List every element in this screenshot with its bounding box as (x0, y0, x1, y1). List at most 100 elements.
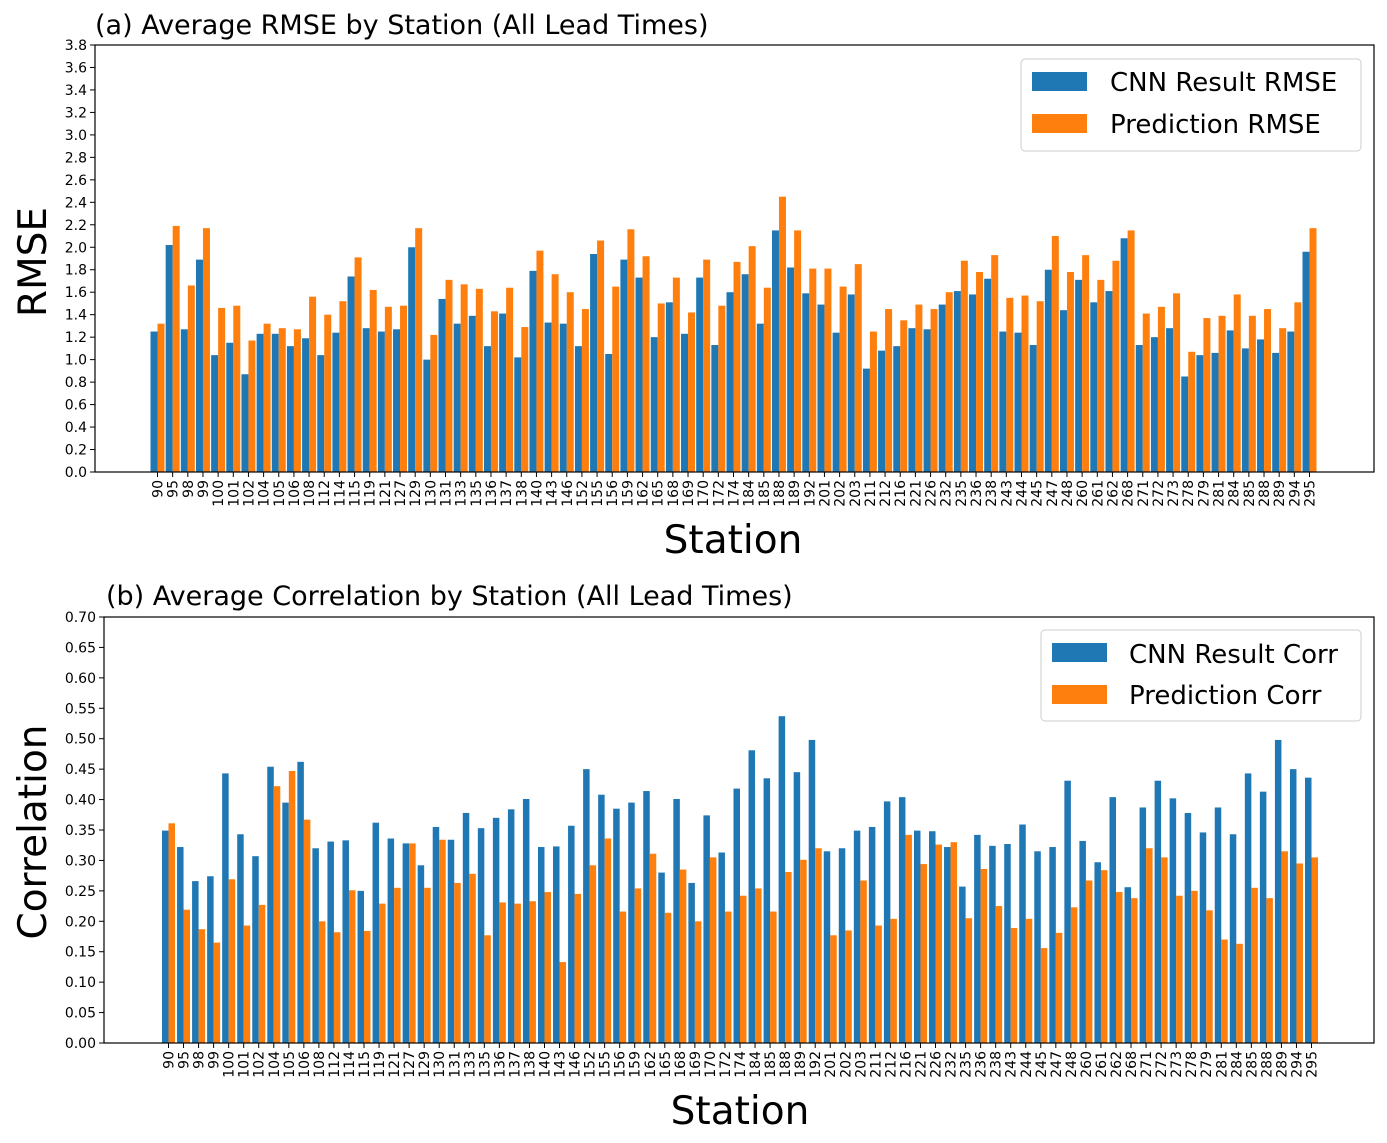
rmse-pred-bar (703, 259, 711, 472)
rmse-x-tick-label: 281 (1212, 480, 1228, 507)
correlation-x-tick-label: 232 (944, 1051, 960, 1078)
correlation-pred-bar (318, 921, 326, 1043)
correlation-x-tick-label: 119 (372, 1051, 388, 1078)
correlation-cnn-bar (492, 817, 500, 1043)
correlation-x-tick-label: 101 (237, 1051, 253, 1078)
rmse-x-axis: 90 95 98 99 100 101 102 104 105 106 108 112 114 115 11… (151, 472, 1319, 507)
rmse-cnn-bar (696, 277, 704, 472)
correlation-pred-bar (890, 918, 897, 1043)
rmse-cnn-bar (771, 230, 779, 472)
rmse-cnn-bar (999, 331, 1007, 472)
correlation-cnn-bar (1199, 832, 1207, 1043)
rmse-x-tick-label: 232 (939, 480, 955, 507)
rmse-cnn-bar (1090, 302, 1098, 472)
rmse-cnn-bar (165, 245, 173, 472)
correlation-pred-bar (830, 935, 837, 1043)
rmse-x-tick-label: 172 (711, 480, 727, 507)
rmse-pred-bar (430, 334, 438, 472)
correlation-cnn-bar (989, 845, 996, 1043)
rmse-cnn-bar (483, 346, 491, 472)
rmse-y-tick-label: 2.0 (65, 240, 87, 256)
correlation-x-tick-label: 105 (282, 1051, 298, 1078)
correlation-pred-bar (364, 931, 371, 1043)
rmse-cnn-bar (468, 315, 476, 472)
rmse-bars (150, 196, 1317, 472)
correlation-pred-bar (604, 838, 612, 1043)
correlation-cnn-bar (282, 802, 289, 1043)
correlation-cnn-bar (237, 834, 244, 1043)
correlation-pred-bar (1311, 857, 1318, 1043)
rmse-pred-bar (1127, 230, 1135, 472)
correlation-x-tick-label: 169 (688, 1051, 704, 1078)
correlation-pred-bar (1010, 927, 1018, 1043)
correlation-pred-bar (1281, 851, 1288, 1043)
rmse-cnn-bar (302, 338, 310, 472)
correlation-x-tick-label: 244 (1019, 1051, 1035, 1078)
rmse-cnn-bar (195, 259, 203, 472)
correlation-cnn-bar (598, 794, 605, 1043)
rmse-legend: CNN Result RMSE Prediction RMSE (1020, 58, 1362, 152)
correlation-bars (162, 716, 1318, 1043)
correlation-cnn-bar (718, 852, 725, 1043)
correlation-cnn-bar (387, 838, 395, 1043)
rmse-cnn-bar (1226, 330, 1234, 472)
rmse-cnn-bar (711, 345, 719, 472)
rmse-pred-bar (490, 311, 498, 472)
correlation-x-tick-label: 162 (643, 1051, 659, 1078)
correlation-x-tick-label: 121 (387, 1051, 403, 1078)
rmse-x-tick-label: 247 (1045, 480, 1061, 507)
rmse-x-tick-label: 140 (529, 480, 545, 507)
correlation-cnn-bar (312, 848, 319, 1043)
rmse-cnn-bar (620, 259, 628, 472)
rmse-cnn-bar (953, 291, 961, 472)
rmse-y-tick-label: 3.8 (65, 38, 87, 54)
rmse-cnn-bar (817, 304, 825, 472)
rmse-pred-bar (233, 305, 241, 472)
rmse-cnn-bar (317, 355, 325, 472)
rmse-cnn-bar (847, 294, 855, 472)
correlation-pred-bar (694, 921, 702, 1043)
correlation-pred-bar (198, 929, 206, 1043)
correlation-legend-pred-label: Prediction Corr (1129, 681, 1322, 711)
correlation-pred-bar (1055, 932, 1063, 1043)
correlation-x-tick-label: 260 (1079, 1051, 1095, 1078)
correlation-pred-bar (1070, 907, 1078, 1043)
correlation-cnn-bar (1214, 807, 1222, 1043)
rmse-pred-bar (1309, 228, 1317, 472)
rmse-cnn-bar (1029, 345, 1037, 472)
correlation-pred-bar (1296, 863, 1303, 1043)
correlation-pred-bar (273, 786, 281, 1043)
rmse-x-tick-label: 278 (1181, 480, 1197, 507)
correlation-y-tick-label: 0.20 (65, 914, 96, 930)
rmse-x-tick-label: 244 (1015, 480, 1031, 507)
rmse-x-tick-label: 273 (1166, 480, 1182, 507)
correlation-y-tick-label: 0.05 (65, 1006, 96, 1022)
rmse-x-tick-label: 284 (1227, 480, 1243, 507)
rmse-cnn-bar (1196, 355, 1204, 472)
correlation-x-tick-label: 226 (929, 1051, 945, 1078)
rmse-pred-bar (1264, 309, 1272, 472)
correlation-cnn-bar (1019, 824, 1026, 1043)
correlation-pred-bar (213, 942, 221, 1043)
rmse-y-tick-label: 3.4 (65, 83, 87, 99)
correlation-x-tick-label: 137 (507, 1051, 523, 1078)
rmse-pred-bar (551, 274, 559, 472)
rmse-pred-bar (688, 312, 696, 472)
correlation-cnn-bar (297, 761, 304, 1043)
rmse-pred-bar (324, 314, 332, 472)
rmse-x-tick-label: 221 (908, 480, 924, 507)
correlation-cnn-bar (1229, 834, 1237, 1043)
correlation-cnn-bar (643, 791, 650, 1043)
correlation-x-tick-label: 192 (808, 1051, 824, 1078)
rmse-pred-bar (202, 228, 210, 472)
correlation-cnn-bar (1244, 773, 1252, 1043)
rmse-x-tick-label: 100 (211, 480, 227, 507)
correlation-pred-bar (1115, 892, 1123, 1043)
rmse-y-tick-label: 1.0 (65, 353, 87, 369)
rmse-cnn-bar (150, 331, 158, 472)
correlation-y-tick-label: 0.50 (65, 732, 96, 748)
rmse-x-tick-label: 288 (1257, 480, 1273, 507)
rmse-x-tick-label: 101 (226, 480, 242, 507)
rmse-pred-bar (839, 286, 847, 472)
